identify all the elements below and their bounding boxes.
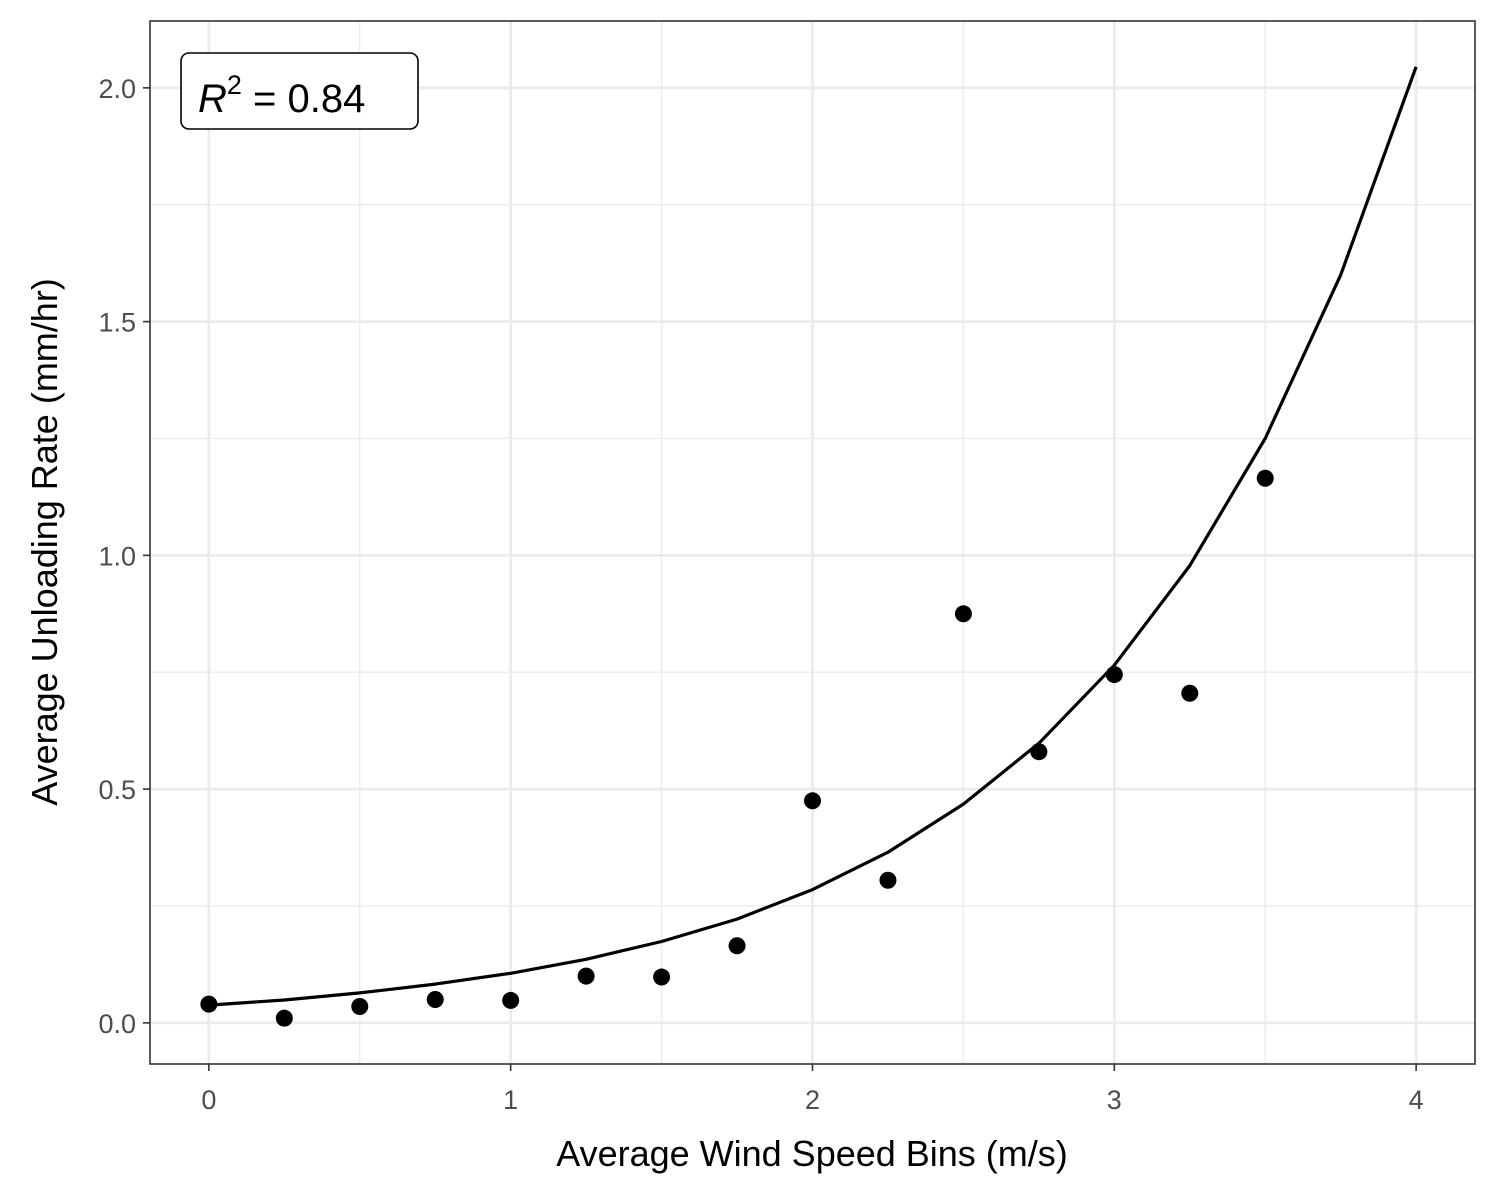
data-point [351,997,369,1015]
x-tick-label: 4 [1409,1085,1424,1115]
r-squared-annotation: R2 = 0.84 [180,52,419,130]
data-point [200,995,218,1013]
x-tick-label: 2 [805,1085,820,1115]
data-point [804,792,821,810]
data-point [275,1009,293,1027]
y-tick-label: 1.5 [98,308,136,338]
data-point [577,967,595,985]
r-symbol: R [198,77,227,121]
data-point [1105,666,1123,684]
x-tick-label: 1 [503,1085,518,1115]
x-axis: 0 1 2 3 4 [201,1064,1424,1115]
y-tick-label: 0.0 [98,1009,136,1039]
x-tick-label: 0 [201,1085,216,1115]
points-layer [200,469,1274,1027]
y-axis: 0.0 0.5 1.0 1.5 2.0 [98,74,150,1039]
y-tick-label: 0.5 [98,775,136,805]
x-tick-label: 3 [1107,1085,1122,1115]
r-squared-value: = 0.84 [242,77,365,121]
fit-line-layer [208,66,1418,1007]
data-point [1181,684,1199,702]
y-axis-title: Average Unloading Rate (mm/hr) [24,278,65,806]
data-point [954,605,972,623]
data-point [879,871,897,889]
r-superscript: 2 [227,70,242,100]
data-point [1030,743,1048,761]
data-point [728,937,746,955]
y-tick-label: 1.0 [98,541,136,571]
y-tick-label: 2.0 [98,74,136,104]
x-axis-title: Average Wind Speed Bins (m/s) [556,1133,1068,1174]
data-point [502,991,520,1009]
data-point [1256,469,1274,487]
data-point [653,968,671,986]
annotation-text: R2 = 0.84 [198,70,365,121]
annotation-box [180,52,419,130]
data-point [426,990,444,1008]
fit-curve [208,66,1418,1007]
